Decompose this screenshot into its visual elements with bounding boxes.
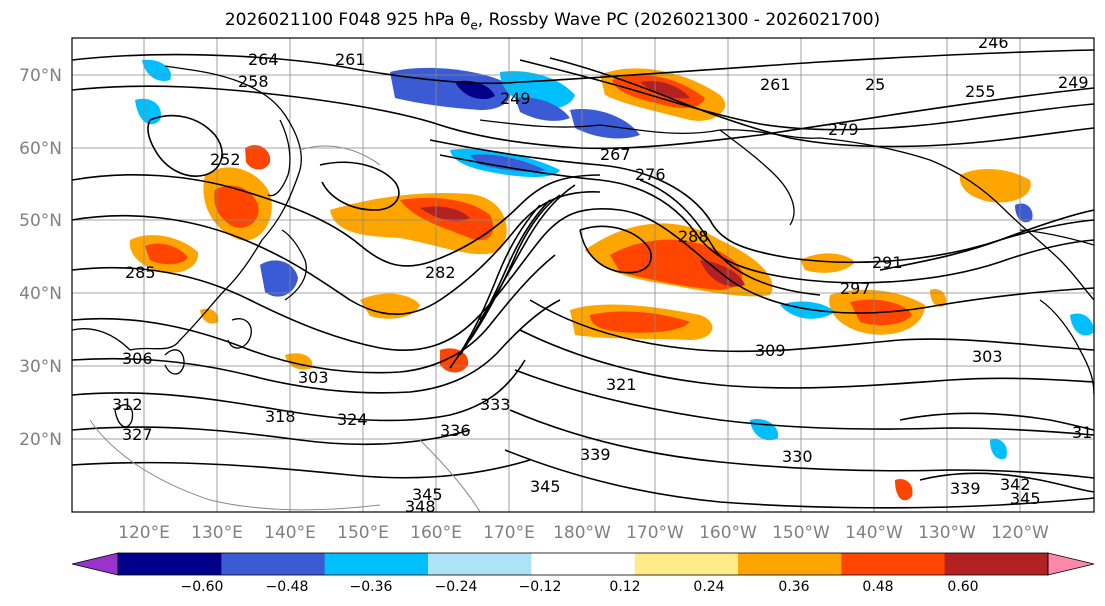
colorbar-cell [841, 553, 946, 575]
lat-label: 70°N [19, 66, 62, 86]
theta-subscript: e [470, 18, 478, 33]
contour-label: 261 [760, 75, 791, 94]
lon-label: 160°E [410, 523, 462, 543]
map-title: 2026021100 F048 925 hPa θe, Rossby Wave … [0, 10, 1105, 32]
map-plot-area: 246 249 255 261 261 264 258 252 25 249 2… [72, 33, 1103, 516]
theta-e-contours [72, 49, 1094, 509]
lon-label: 140°W [845, 523, 903, 543]
contour-label: 315 [1072, 423, 1103, 442]
colorbar-cell [738, 553, 842, 575]
contour-label: 345 [530, 477, 561, 496]
colorbar-cell [944, 553, 1049, 575]
contour-label: 342 [1000, 475, 1031, 494]
colorbar: −0.60 −0.48 −0.36 −0.24 −0.12 0.12 0.24 … [71, 552, 1095, 595]
colorbar-extend-low [71, 552, 119, 576]
colorbar-cell [531, 553, 636, 575]
lon-label: 170°W [626, 523, 684, 543]
colorbar-cell [634, 553, 739, 575]
contour-label: 318 [265, 407, 296, 426]
lon-label: 120°E [118, 523, 170, 543]
colorbar-tick-label: 0.24 [693, 579, 724, 595]
contour-label: 327 [122, 425, 153, 444]
lon-label: 140°E [264, 523, 316, 543]
contour-label: 25 [865, 75, 885, 94]
contour-label: 276 [635, 165, 666, 184]
contour-label: 339 [950, 479, 981, 498]
contour-label: 264 [248, 50, 279, 69]
contour-label: 255 [965, 82, 996, 101]
colorbar-cell [118, 553, 222, 575]
contour-label: 309 [755, 341, 786, 360]
positive-anomaly-shading [129, 68, 1031, 501]
contour-label: 345 [1010, 489, 1041, 508]
colorbar-tick-label: 0.36 [778, 579, 809, 595]
contour-label: 249 [500, 89, 531, 108]
lon-label: 170°E [483, 523, 535, 543]
colorbar-tick-label: 0.12 [609, 579, 640, 595]
latitude-labels: 70°N 60°N 50°N 40°N 30°N 20°N [19, 66, 62, 450]
contour-label: 336 [440, 421, 471, 440]
colorbar-cells [71, 552, 1095, 576]
contour-label: 258 [238, 72, 269, 91]
contour-label: 345 [412, 485, 443, 504]
lon-label: 130°E [191, 523, 243, 543]
contour-label: 291 [872, 253, 903, 272]
colorbar-cell [428, 553, 532, 575]
contour-label: 285 [125, 263, 156, 282]
colorbar-cell [221, 553, 326, 575]
gray-contours [89, 145, 481, 512]
colorbar-tick-label: −0.36 [350, 579, 393, 595]
contour-label: 246 [978, 33, 1009, 52]
map-frame [71, 37, 1095, 513]
contour-label: 330 [782, 447, 813, 466]
longitude-labels: 120°E 130°E 140°E 150°E 160°E 170°E 180°… [118, 523, 1049, 543]
lon-label: 180°W [553, 523, 611, 543]
lon-label: 130°W [918, 523, 976, 543]
contour-label: 261 [335, 50, 366, 69]
title-suffix: , Rossby Wave PC (2026021300 - 202602170… [477, 10, 881, 30]
colorbar-tick-label: −0.60 [181, 579, 224, 595]
contour-label: 249 [1058, 73, 1089, 92]
colorbar-tick-label: 0.48 [862, 579, 893, 595]
lon-label: 160°W [699, 523, 757, 543]
contour-label: 321 [606, 375, 637, 394]
colorbar-tick-label: −0.12 [519, 579, 562, 595]
theta-symbol: θ [460, 10, 471, 30]
contour-label: 288 [678, 227, 709, 246]
lat-label: 60°N [19, 139, 62, 159]
graticule [72, 38, 1094, 512]
contour-label: 339 [580, 445, 611, 464]
contour-label: 267 [600, 145, 631, 164]
colorbar-tick-label: −0.48 [266, 579, 309, 595]
colorbar-cell [324, 553, 429, 575]
contour-label-group: 246 249 255 261 261 264 258 252 25 249 2… [112, 33, 1103, 516]
lat-label: 50°N [19, 211, 62, 231]
lat-label: 30°N [19, 357, 62, 377]
contour-label: 252 [210, 150, 241, 169]
contour-label: 279 [828, 120, 859, 139]
contour-label: 333 [480, 395, 511, 414]
contour-label: 282 [425, 263, 456, 282]
lon-label: 150°W [772, 523, 830, 543]
contour-label: 324 [337, 410, 368, 429]
colorbar-tick-labels: −0.60 −0.48 −0.36 −0.24 −0.12 0.12 0.24 … [181, 579, 979, 595]
contour-label: 297 [840, 279, 871, 298]
contour-label: 306 [122, 349, 153, 368]
contour-label: 303 [972, 347, 1003, 366]
contour-label: 348 [405, 497, 436, 516]
colorbar-tick-label: 0.60 [947, 579, 978, 595]
lat-label: 20°N [19, 430, 62, 450]
lat-label: 40°N [19, 284, 62, 304]
lon-label: 120°W [991, 523, 1049, 543]
contour-label: 303 [298, 368, 329, 387]
contour-label: 312 [112, 395, 143, 414]
colorbar-tick-label: −0.24 [435, 579, 478, 595]
lon-label: 150°E [337, 523, 389, 543]
colorbar-frame [117, 552, 1049, 576]
colorbar-extend-high [1047, 552, 1095, 576]
title-prefix: 2026021100 F048 925 hPa [224, 10, 460, 30]
